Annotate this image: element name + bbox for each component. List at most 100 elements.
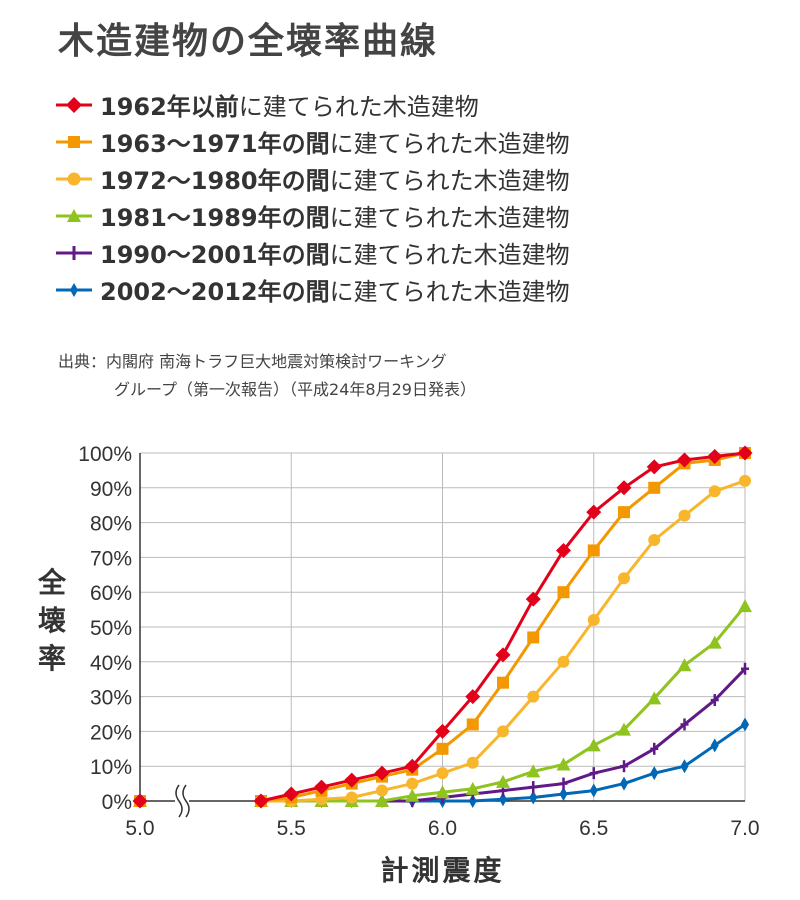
legend-label-suffix: に建てられた木造建物	[238, 93, 479, 121]
y-tick-label: 0%	[102, 791, 132, 814]
legend-label-bold: 2002〜2012年の間	[100, 278, 330, 306]
legend-item-1981-1989: 1981〜1989年の間に建てられた木造建物	[54, 197, 570, 234]
y-tick-label: 90%	[90, 478, 132, 501]
data-point	[314, 779, 329, 795]
data-point	[557, 586, 570, 599]
legend-item-2002-2012: 2002〜2012年の間に建てられた木造建物	[54, 271, 570, 308]
legend-marker-blue-diamond-icon	[56, 282, 92, 297]
y-axis-title: 全	[37, 566, 67, 598]
data-point	[466, 756, 479, 769]
data-point	[559, 787, 568, 802]
data-point	[499, 792, 507, 807]
data-point	[466, 718, 479, 731]
data-point	[589, 783, 598, 798]
data-point	[646, 459, 662, 475]
data-point	[497, 725, 509, 738]
data-point	[708, 485, 721, 498]
x-tick-label: 6.0	[428, 817, 457, 840]
data-point	[529, 790, 538, 805]
legend-label-suffix: に建てられた木造建物	[329, 130, 570, 158]
data-point	[648, 481, 661, 494]
y-tick-label: 10%	[90, 756, 132, 779]
data-point	[739, 474, 751, 487]
legend-label-bold: 1990〜2001年の間	[100, 241, 330, 269]
legend-label-bold: 1981〜1989年の間	[100, 204, 330, 232]
data-point	[468, 794, 477, 808]
data-point	[497, 676, 509, 689]
data-point	[374, 765, 390, 781]
data-point	[738, 599, 752, 613]
legend-label-suffix: に建てられた木造建物	[329, 204, 570, 232]
data-point	[587, 614, 600, 627]
x-axis-title: 計測震度	[380, 854, 504, 886]
data-point	[465, 689, 481, 705]
legend-label-bold: 1972〜1980年の間	[100, 167, 330, 195]
data-point	[345, 791, 358, 804]
y-tick-label: 30%	[90, 687, 132, 710]
axis-break-icon	[182, 784, 190, 818]
data-point	[710, 738, 719, 753]
data-point	[283, 786, 299, 802]
legend-marker-yellow-circle-icon	[56, 172, 92, 185]
x-tick-label: 6.5	[579, 817, 608, 840]
data-point	[527, 690, 540, 703]
series-line	[261, 605, 747, 803]
data-point	[557, 655, 570, 668]
data-point	[435, 785, 450, 799]
legend-marker-green-triangle-icon	[56, 208, 92, 222]
data-point	[618, 506, 630, 519]
legend-marker-red-diamond-icon	[56, 96, 92, 113]
legend-label-suffix: に建てられた木造建物	[329, 278, 570, 306]
data-point	[436, 742, 449, 755]
legend-label-suffix: に建てられた木造建物	[329, 241, 570, 269]
data-point	[132, 793, 148, 809]
data-point	[647, 691, 662, 705]
data-point	[496, 774, 510, 788]
data-point	[344, 772, 360, 788]
y-axis-title: 率	[38, 642, 66, 674]
data-point	[556, 757, 571, 771]
y-axis-title: 壊	[38, 605, 66, 636]
y-tick-label: 40%	[90, 652, 132, 675]
data-point	[556, 542, 571, 558]
data-point	[618, 572, 630, 585]
y-tick-label: 100%	[78, 443, 132, 466]
legend-marker-orange-square-icon	[56, 135, 92, 148]
data-point	[620, 776, 628, 791]
data-point	[495, 647, 511, 663]
y-tick-label: 60%	[90, 582, 132, 605]
data-point	[253, 793, 269, 809]
y-tick-label: 70%	[90, 547, 132, 570]
chart-title: 木造建物の全壊率曲線	[58, 21, 439, 62]
legend-item-1972-1980: 1972〜1980年の間に建てられた木造建物	[54, 160, 570, 197]
legend-label-bold: 1962年以前	[100, 93, 239, 121]
source-line-2: グループ（第一次報告）（平成24年8月29日発表）	[114, 380, 476, 399]
data-point	[707, 635, 722, 649]
data-point	[648, 534, 661, 546]
data-point	[465, 781, 480, 795]
data-point	[436, 767, 449, 780]
x-tick-label: 5.0	[125, 817, 154, 840]
data-point	[376, 784, 388, 797]
legend-marker-purple-plus-icon	[56, 245, 92, 260]
data-point	[375, 794, 389, 807]
data-point	[527, 631, 540, 644]
data-point	[707, 448, 723, 464]
legend-item-1990-2001: 1990〜2001年の間に建てられた木造建物	[54, 234, 570, 271]
legend-label-bold: 1963〜1971年の間	[100, 130, 330, 158]
y-tick-label: 80%	[90, 513, 132, 536]
data-point	[586, 504, 602, 520]
data-point	[737, 445, 753, 461]
axis-break-icon	[175, 784, 183, 818]
source-note: 出典：内閣府 南海トラフ巨大地震対策検討ワーキング グループ（第一次報告）（平成…	[58, 348, 476, 404]
data-point	[525, 591, 541, 607]
data-point	[406, 777, 419, 790]
source-line-1: 出典：内閣府 南海トラフ巨大地震対策検討ワーキング	[58, 352, 447, 371]
data-point	[680, 759, 689, 774]
series-line	[261, 479, 746, 803]
data-point	[677, 452, 692, 468]
legend-label-suffix: に建てられた木造建物	[329, 167, 570, 195]
legend-item-1962: 1962年以前に建てられた木造建物	[54, 86, 570, 123]
data-point	[526, 764, 541, 778]
